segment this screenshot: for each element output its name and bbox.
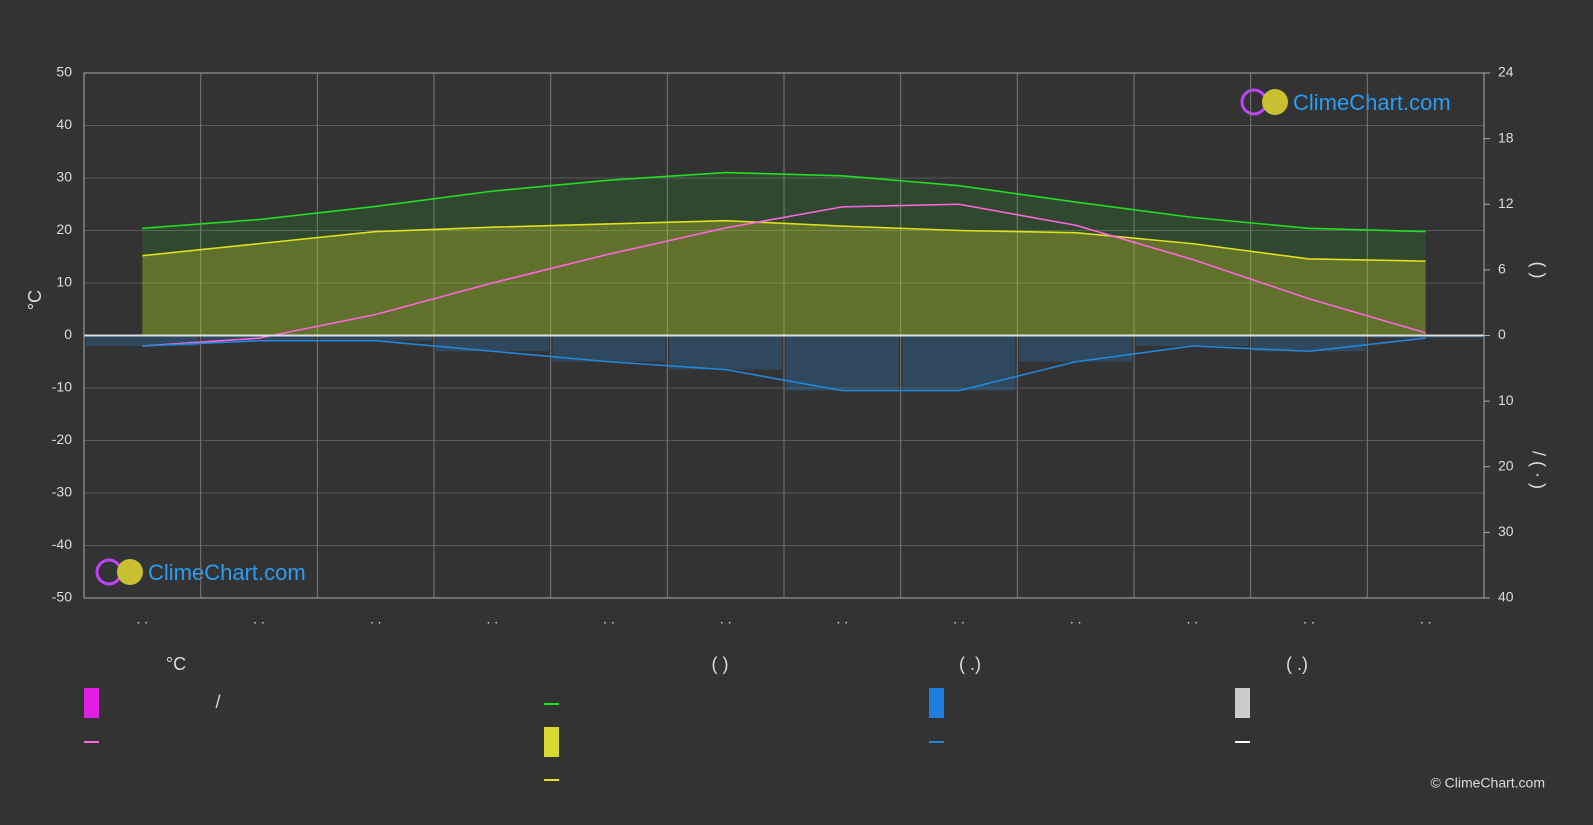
- precip-bar: [1019, 335, 1132, 362]
- legend-header: ( .): [1286, 654, 1308, 674]
- legend: °C ( ) ( .) ( .) /: [84, 654, 1308, 781]
- x-tick-label: . .: [836, 611, 848, 627]
- x-tick-label: . .: [370, 611, 382, 627]
- logo-sun: [1262, 89, 1288, 115]
- y-tick-label: 0: [64, 326, 72, 342]
- x-tick-label: . .: [1186, 611, 1198, 627]
- y-tick-label: -10: [52, 379, 72, 395]
- area: [142, 220, 1426, 336]
- y3-axis-label: / ( · ): [1528, 451, 1548, 489]
- logo-sun: [117, 559, 143, 585]
- precip-bar: [1369, 335, 1482, 339]
- y2-tick-label: 12: [1498, 195, 1514, 211]
- y-tick-label: -40: [52, 536, 72, 552]
- x-tick-label: . .: [603, 611, 615, 627]
- copyright: © ClimeChart.com: [1430, 775, 1545, 791]
- y2-axis-label: ( ): [1528, 262, 1548, 279]
- legend-header: °C: [166, 654, 186, 674]
- series-line: [142, 203, 1426, 347]
- precip-bar: [1136, 335, 1249, 346]
- precip-bar: [86, 335, 199, 346]
- area: [142, 172, 1426, 336]
- x-tick-label: . .: [1303, 611, 1315, 627]
- x-tick-label: . .: [486, 611, 498, 627]
- y2-tick-label: 18: [1498, 129, 1514, 145]
- y-tick-label: 20: [56, 221, 72, 237]
- watermark-top: ClimeChart.com: [1240, 88, 1451, 116]
- y-tick-label: -30: [52, 484, 72, 500]
- y2-tick-label: 0: [1498, 326, 1506, 342]
- legend-note: /: [215, 692, 220, 712]
- y-tick-label: -50: [52, 589, 72, 605]
- series-line: [142, 337, 1426, 392]
- y2-tick-label: 24: [1498, 64, 1514, 80]
- x-tick-label: . .: [253, 611, 265, 627]
- legend-swatch: [544, 727, 559, 757]
- watermark-text: ClimeChart.com: [148, 560, 306, 585]
- x-tick-label: . .: [1420, 611, 1432, 627]
- y-tick-label: 40: [56, 116, 72, 132]
- precip-bar: [902, 335, 1016, 391]
- y3-tick-label: 30: [1498, 523, 1514, 539]
- precip-bar: [669, 335, 782, 370]
- legend-header: ( .): [959, 654, 981, 674]
- watermark-bottom: ClimeChart.com: [95, 558, 306, 586]
- y-tick-label: -20: [52, 431, 72, 447]
- precip-bar: [436, 335, 549, 352]
- y3-tick-label: 40: [1498, 589, 1514, 605]
- series-line: [142, 219, 1426, 262]
- y2-tick-label: 6: [1498, 261, 1506, 277]
- y-tick-label: 30: [56, 169, 72, 185]
- y3-tick-label: 20: [1498, 457, 1514, 473]
- x-tick-label: . .: [136, 611, 148, 627]
- legend-header: ( ): [712, 654, 729, 674]
- y-tick-label: 50: [56, 64, 72, 80]
- y-tick-label: 10: [56, 274, 72, 290]
- series-line: [142, 171, 1426, 233]
- x-tick-label: . .: [953, 611, 965, 627]
- x-tick-label: . .: [1070, 611, 1082, 627]
- precip-bar: [319, 335, 432, 341]
- precip-bar: [786, 335, 899, 391]
- y-axis-label: °C: [25, 290, 45, 310]
- x-tick-label: . .: [720, 611, 732, 627]
- legend-swatch: [929, 688, 944, 718]
- precip-bar: [552, 335, 666, 362]
- legend-swatch: [1235, 688, 1250, 718]
- legend-swatch: [84, 688, 99, 718]
- plot: [83, 72, 1485, 599]
- y3-tick-label: 10: [1498, 392, 1514, 408]
- watermark-text: ClimeChart.com: [1293, 90, 1451, 115]
